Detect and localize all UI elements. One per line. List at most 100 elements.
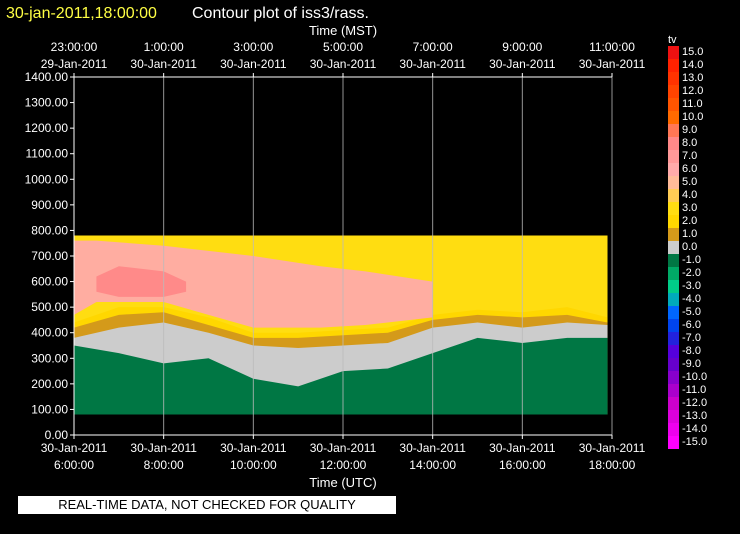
top-tick-date: 30-Jan-2011 [220, 57, 287, 71]
colorbar-level: -12.0 [682, 397, 707, 409]
top-tick-time: 7:00:00 [413, 40, 453, 54]
chart-date: 30-jan-2011,18:00:00 [6, 5, 157, 22]
top-tick-date: 30-Jan-2011 [399, 57, 466, 71]
y-tick-label: 900.00 [31, 198, 68, 212]
colorbar-level: 9.0 [682, 124, 697, 136]
colorbar-level: -7.0 [682, 332, 701, 344]
top-tick-time: 23:00:00 [51, 40, 98, 54]
top-tick-time: 5:00:00 [323, 40, 363, 54]
top-tick-time: 11:00:00 [589, 40, 635, 54]
colorbar-level: 6.0 [682, 163, 697, 175]
colorbar-level: -14.0 [682, 423, 707, 435]
colorbar-level: 0.0 [682, 241, 697, 253]
y-tick-label: 1000.00 [25, 172, 69, 186]
colorbar-swatch [668, 241, 679, 254]
colorbar-level: 5.0 [682, 176, 697, 188]
colorbar-swatch [668, 98, 679, 111]
y-tick-label: 800.00 [31, 223, 68, 237]
bottom-tick-date: 30-Jan-2011 [579, 441, 646, 455]
colorbar-swatch [668, 423, 679, 436]
colorbar-level: -9.0 [682, 358, 701, 370]
bottom-tick-time: 18:00:00 [589, 458, 636, 472]
colorbar-swatch [668, 72, 679, 85]
top-tick-time: 1:00:00 [144, 40, 184, 54]
colorbar-level: 13.0 [682, 72, 703, 84]
bottom-tick-date: 30-Jan-2011 [41, 441, 108, 455]
top-tick-time: 9:00:00 [502, 40, 542, 54]
bottom-tick-date: 30-Jan-2011 [310, 441, 377, 455]
colorbar-level: 11.0 [682, 98, 703, 110]
colorbar-swatch [668, 410, 679, 423]
bottom-axis-ticks: 30-Jan-2011 6:00:00 30-Jan-2011 8:00:00 30-J… [41, 435, 646, 472]
y-tick-label: 100.00 [31, 402, 68, 416]
bottom-tick-date: 30-Jan-2011 [220, 441, 287, 455]
colorbar-swatch [668, 111, 679, 124]
contour-band-4 [74, 337, 608, 415]
colorbar-swatch [668, 254, 679, 267]
colorbar-swatch [668, 267, 679, 280]
colorbar-swatch [668, 189, 679, 202]
colorbar-swatch [668, 46, 679, 59]
colorbar-level: -13.0 [682, 410, 707, 422]
colorbar-level: -1.0 [682, 254, 701, 266]
colorbar-level: -4.0 [682, 293, 701, 305]
colorbar-swatch [668, 137, 679, 150]
colorbar-level: 10.0 [682, 111, 703, 123]
colorbar-level: 4.0 [682, 189, 697, 201]
top-tick-date: 30-Jan-2011 [310, 57, 377, 71]
colorbar-swatch [668, 306, 679, 319]
colorbar-swatch [668, 332, 679, 345]
colorbar-level: 14.0 [682, 59, 703, 71]
top-tick-date: 30-Jan-2011 [489, 57, 556, 71]
bottom-tick-time: 12:00:00 [320, 458, 367, 472]
colorbar-swatch [668, 358, 679, 371]
colorbar-swatch [668, 319, 679, 332]
colorbar-level: -15.0 [682, 436, 707, 448]
colorbar-level: 3.0 [682, 202, 697, 214]
colorbar: 15.014.013.012.011.010.09.08.07.06.05.04… [668, 46, 707, 449]
colorbar-swatch [668, 85, 679, 98]
quality-notice: REAL-TIME DATA, NOT CHECKED FOR QUALITY [18, 496, 396, 514]
y-tick-label: 600.00 [31, 275, 68, 289]
y-tick-label: 0.00 [45, 428, 69, 442]
y-tick-label: 1200.00 [25, 121, 69, 135]
colorbar-swatch [668, 150, 679, 163]
colorbar-level: -6.0 [682, 319, 701, 331]
bottom-tick-date: 30-Jan-2011 [399, 441, 466, 455]
y-tick-label: 700.00 [31, 249, 68, 263]
y-tick-label: 200.00 [31, 377, 68, 391]
colorbar-level: 7.0 [682, 150, 697, 162]
colorbar-swatch [668, 345, 679, 358]
bottom-axis-label: Time (UTC) [309, 475, 376, 490]
chart-title: Contour plot of iss3/rass. [192, 5, 369, 22]
colorbar-swatch [668, 436, 679, 449]
colorbar-swatch [668, 280, 679, 293]
top-tick-date: 30-Jan-2011 [130, 57, 197, 71]
colorbar-level: -8.0 [682, 345, 701, 357]
colorbar-swatch [668, 163, 679, 176]
y-axis-ticks: 1400.00 1300.00 1200.00 1100.00 1000.00 900.0… [25, 70, 74, 442]
colorbar-level: 15.0 [682, 46, 703, 58]
colorbar-swatch [668, 293, 679, 306]
colorbar-swatch [668, 59, 679, 72]
colorbar-level: 2.0 [682, 215, 697, 227]
bottom-tick-time: 10:00:00 [230, 458, 277, 472]
top-axis-label: Time (MST) [309, 23, 377, 38]
bottom-tick-time: 16:00:00 [499, 458, 546, 472]
colorbar-level: -3.0 [682, 280, 701, 292]
colorbar-swatch [668, 124, 679, 137]
colorbar-swatch [668, 202, 679, 215]
colorbar-swatch [668, 397, 679, 410]
top-axis-ticks: 23:00:00 29-Jan-2011 1:00:00 30-Jan-2011 3:0… [41, 40, 646, 77]
y-tick-label: 300.00 [31, 351, 68, 365]
bottom-tick-time: 8:00:00 [144, 458, 184, 472]
top-tick-date: 29-Jan-2011 [41, 57, 108, 71]
colorbar-level: -5.0 [682, 306, 701, 318]
colorbar-swatch [668, 176, 679, 189]
top-tick-date: 30-Jan-2011 [579, 57, 646, 71]
bottom-tick-time: 14:00:00 [409, 458, 456, 472]
colorbar-swatch [668, 371, 679, 384]
bottom-tick-date: 30-Jan-2011 [130, 441, 197, 455]
colorbar-level: 8.0 [682, 137, 697, 149]
